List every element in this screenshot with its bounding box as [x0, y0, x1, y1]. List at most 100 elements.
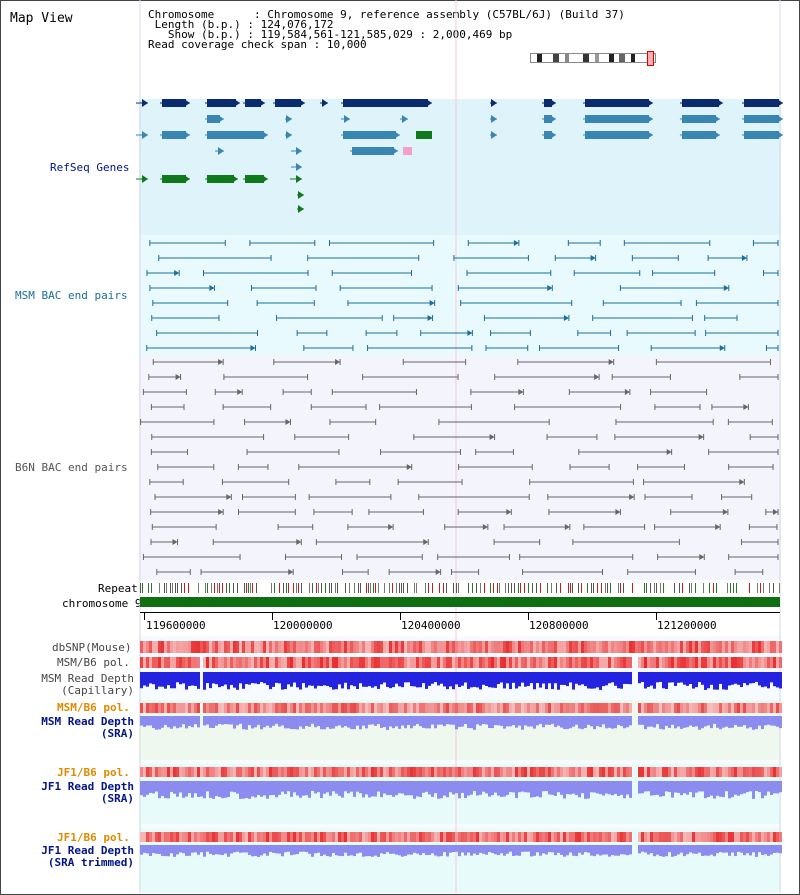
msm-pol-cell — [308, 657, 311, 668]
dbsnp-cell — [422, 641, 425, 653]
jf1-depth-trim-bar — [659, 845, 662, 857]
jf1-depth-sra-bar — [680, 781, 683, 796]
msm-depth-cap-bar — [371, 672, 374, 688]
jf1-depth-sra-bar — [371, 781, 374, 797]
msm-pol2-cell — [176, 703, 179, 713]
msm-depth-cap-bar — [614, 672, 617, 686]
jf1-pol2-cell — [521, 832, 524, 842]
jf1-depth-sra-bar — [197, 781, 200, 797]
jf1-pol2-cell — [371, 832, 374, 842]
jf1-depth-trim-bar — [164, 845, 167, 857]
jf1-depth-sra-bar — [614, 781, 617, 794]
jf1-pol-cell — [485, 767, 488, 777]
view-region-marker[interactable] — [647, 51, 654, 66]
dbsnp-cell — [308, 641, 311, 653]
msm-pol-cell — [368, 657, 371, 668]
jf1-pol2-cell — [179, 832, 182, 842]
chromosome-ideogram[interactable] — [530, 51, 656, 66]
jf1-pol2-cell — [542, 832, 545, 842]
msm-depth-cap-bar — [260, 672, 263, 683]
jf1-pol-cell — [581, 767, 584, 777]
repeat-mark — [511, 583, 512, 593]
jf1-depth-sra-bar — [359, 781, 362, 794]
jf1-depth-trim-bar — [761, 845, 764, 855]
msm-depth-sra-bar — [686, 716, 689, 728]
msm-depth-sra-bar — [656, 716, 659, 725]
msm-depth-sra-bar — [365, 716, 368, 729]
dbsnp-cell — [407, 641, 410, 653]
b6n-bac-pair-arrow — [489, 434, 495, 440]
track-label-refseq[interactable]: RefSeq Genes — [50, 161, 130, 174]
msm-pol-cell — [647, 657, 650, 668]
msm-pol2-cell — [236, 703, 239, 713]
jf1-pol2-cell — [545, 832, 548, 842]
msm-depth-sra-bar — [614, 716, 617, 729]
jf1-depth-sra-bar — [752, 781, 755, 799]
jf1-depth-trim-bar — [326, 845, 329, 857]
repeat-mark — [458, 583, 459, 593]
jf1-depth-trim-bar — [317, 845, 320, 853]
msm-pol-cell — [605, 657, 608, 668]
repeat-mark — [233, 583, 234, 593]
jf1-pol2-cell — [452, 832, 455, 842]
msm-pol2-cell — [653, 703, 656, 713]
jf1-pol2-cell — [773, 832, 776, 842]
msm-depth-sra-bar — [206, 716, 209, 725]
jf1-depth-sra-bar — [236, 781, 239, 794]
msm-depth-cap-bar — [296, 672, 299, 688]
msm-depth-cap-bar — [779, 672, 782, 689]
jf1-pol2-cell — [548, 832, 551, 842]
chromosome-bar[interactable] — [140, 597, 780, 607]
msm-pol2-cell — [713, 703, 716, 713]
jf1-depth-sra-bar — [290, 781, 293, 797]
dbsnp-cell — [656, 641, 659, 653]
msm-pol2-cell — [686, 703, 689, 713]
msm-pol2-cell — [731, 703, 734, 713]
msm-pol-cell — [515, 657, 518, 668]
dbsnp-cell — [512, 641, 515, 653]
msm-pol-cell — [431, 657, 434, 668]
jf1-depth-trim-bar — [446, 845, 449, 857]
jf1-depth-sra-bar — [419, 781, 422, 798]
msm-depth-sra-bar — [269, 716, 272, 728]
jf1-pol-cell — [143, 767, 146, 777]
track-label-b6n-bac[interactable]: B6N BAC end pairs — [15, 461, 128, 474]
jf1-depth-trim-bar — [623, 845, 626, 855]
msm-pol-cell — [539, 657, 542, 668]
dbsnp-cell — [167, 641, 170, 653]
jf1-depth-trim-bar — [437, 845, 440, 857]
msm-depth-cap-bar — [152, 672, 155, 685]
msm-depth-sra-bar — [368, 716, 371, 725]
jf1-depth-trim-bar — [155, 845, 158, 854]
dbsnp-cell — [293, 641, 296, 653]
jf1-pol2-cell — [644, 832, 647, 842]
msm-depth-sra-bar — [623, 716, 626, 729]
jf1-pol-cell — [665, 767, 668, 777]
msm-pol-cell — [389, 657, 392, 668]
jf1-depth-sra-bar — [677, 781, 680, 793]
jf1-depth-sra-bar — [179, 781, 182, 793]
dbsnp-cell — [773, 641, 776, 653]
msm-depth-cap-bar — [701, 672, 704, 685]
jf1-depth-trim-bar — [491, 845, 494, 854]
jf1-depth-sra-bar — [767, 781, 770, 792]
jf1-depth-trim-bar — [728, 845, 731, 856]
dbsnp-cell — [269, 641, 272, 653]
jf1-depth-trim-bar — [158, 845, 161, 854]
jf1-depth-sra-bar — [452, 781, 455, 795]
track-label-msm-bac[interactable]: MSM BAC end pairs — [15, 289, 128, 302]
jf1-depth-sra-bar — [218, 781, 221, 797]
repeat-mark — [779, 583, 780, 593]
repeat-mark — [730, 583, 731, 593]
msm-pol2-cell — [314, 703, 317, 713]
jf1-depth-trim-bar — [455, 845, 458, 852]
jf1-depth-trim-bar — [371, 845, 374, 857]
dbsnp-cell — [365, 641, 368, 653]
dbsnp-cell — [497, 641, 500, 653]
jf1-depth-sra-bar — [644, 781, 647, 792]
msm-pol-cell — [392, 657, 395, 668]
msm-depth-sra-bar — [158, 716, 161, 730]
msm-depth-cap-bar — [410, 672, 413, 687]
b6n-bac-pair-arrow — [237, 389, 243, 395]
